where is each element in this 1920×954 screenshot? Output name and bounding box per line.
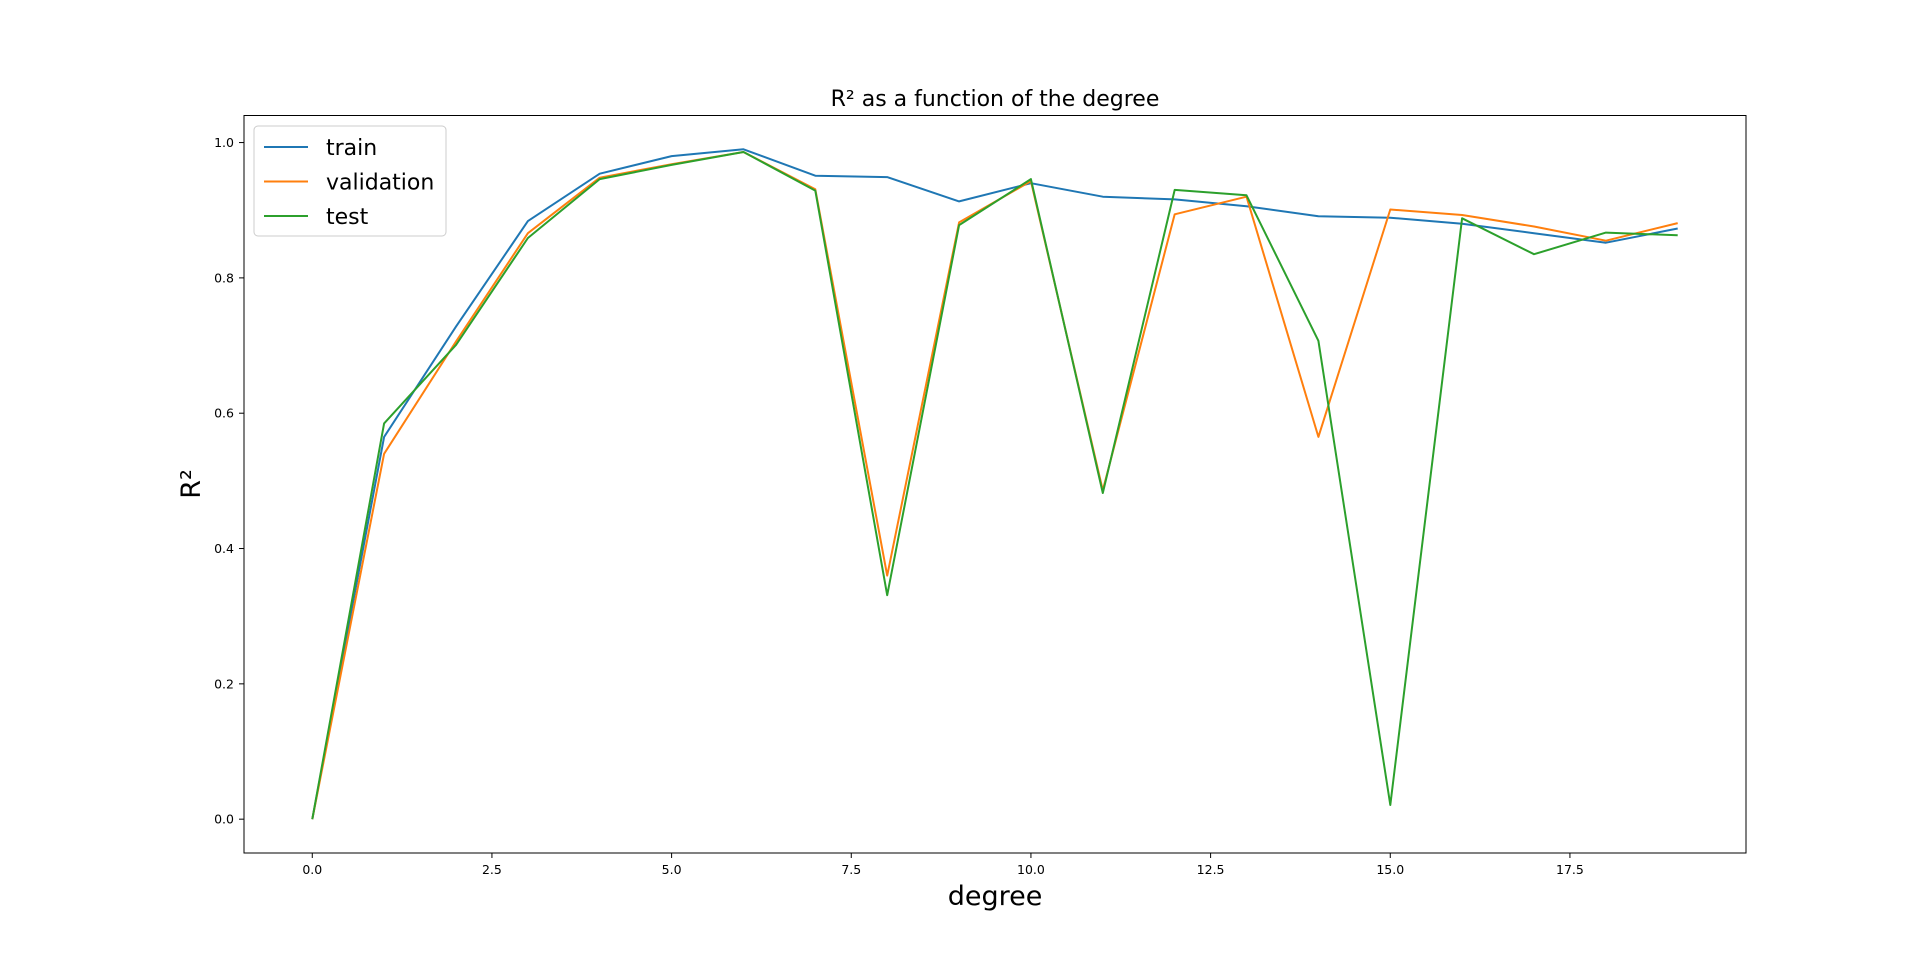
- y-axis-title: R²: [176, 469, 207, 499]
- axes: [243, 115, 1747, 854]
- legend: train validation test: [253, 125, 447, 237]
- x-tick-label: 5.0: [662, 862, 682, 877]
- y-tick-label: 0.0: [214, 812, 234, 827]
- data-series: [311, 148, 1678, 820]
- y-tick-label: 0.8: [214, 270, 234, 285]
- x-tick-label: 10.0: [1017, 862, 1045, 877]
- y-tick-label: 1.0: [214, 135, 234, 150]
- y-tick-label: 0.2: [214, 676, 234, 691]
- series-line-train: [311, 148, 1678, 820]
- legend-box: [253, 125, 447, 237]
- y-tick-label: 0.4: [214, 541, 234, 556]
- x-tick-label: 17.5: [1556, 862, 1584, 877]
- legend-label-validation: validation: [326, 171, 434, 196]
- series-line-test: [311, 151, 1678, 820]
- plot-area: [243, 115, 1747, 854]
- legend-label-test: test: [326, 205, 369, 230]
- chart-title: R² as a function of the degree: [831, 87, 1160, 112]
- x-tick-label: 12.5: [1197, 862, 1225, 877]
- tick-marks: 0.0 2.5 5.0 7.5 10.0 12.5 15.0 17.5 0.0 0.2 0.4 0.6…: [214, 135, 1584, 877]
- series-line-validation: [311, 151, 1678, 820]
- x-tick-label: 15.0: [1376, 862, 1404, 877]
- x-tick-label: 0.0: [302, 862, 322, 877]
- y-tick-label: 0.6: [214, 406, 234, 421]
- legend-label-train: train: [326, 136, 377, 161]
- x-axis-title: degree: [948, 881, 1043, 912]
- x-tick-label: 7.5: [841, 862, 861, 877]
- x-tick-label: 2.5: [482, 862, 502, 877]
